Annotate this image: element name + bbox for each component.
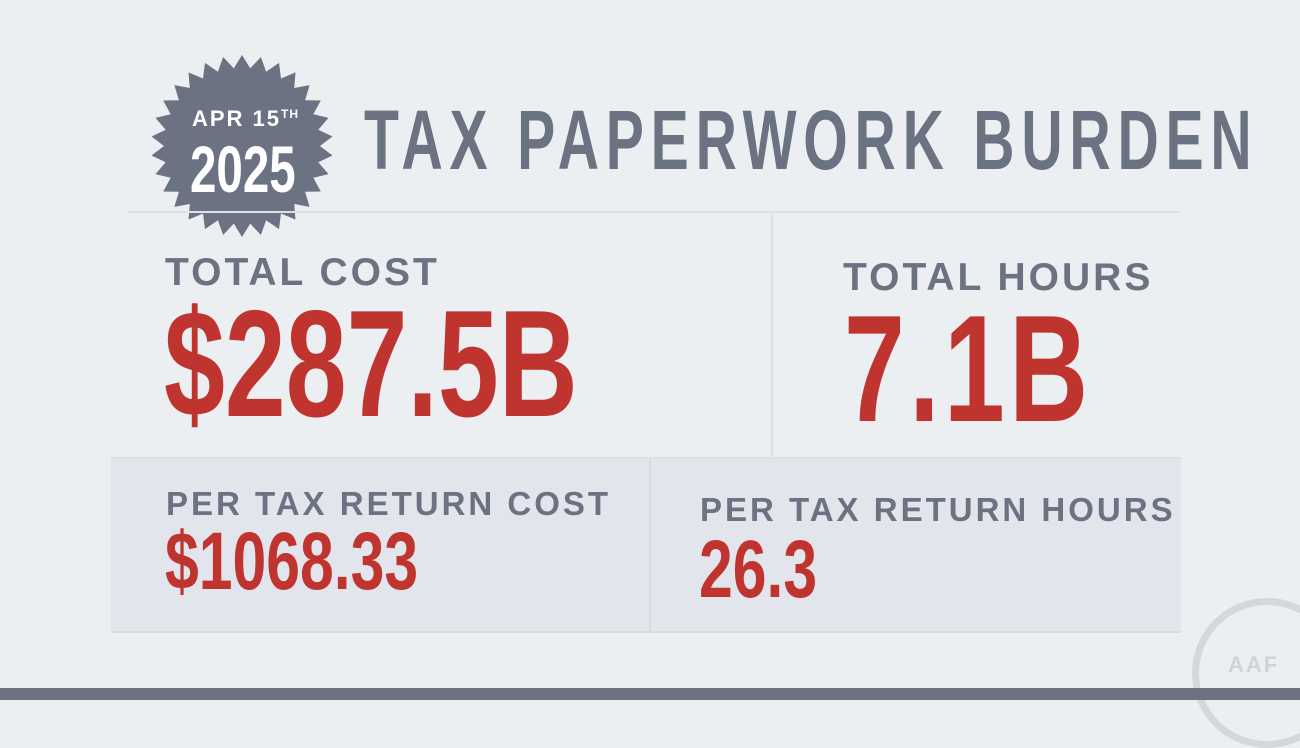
total-hours-value: 7.1B [844, 284, 1093, 454]
per-return-panel [111, 457, 1181, 633]
per-return-cost-label: PER TAX RETURN COST [166, 485, 612, 522]
divider [128, 211, 1180, 213]
page-title: TAX PAPERWORK BURDEN [364, 93, 1259, 187]
footer-bar [0, 688, 1300, 700]
badge-date: APR 15TH [192, 106, 300, 131]
date-badge [151, 55, 333, 237]
per-return-cost-value: $1068.33 [165, 516, 419, 607]
total-cost-label: TOTAL COST [165, 251, 440, 294]
total-hours-label: TOTAL HOURS [843, 256, 1154, 299]
divider [771, 212, 773, 457]
per-return-hours-value: 26.3 [699, 524, 818, 615]
total-cost-value: $287.5B [164, 279, 578, 449]
divider [649, 459, 651, 631]
logo: AAF [1228, 652, 1280, 677]
per-return-hours-label: PER TAX RETURN HOURS [700, 491, 1176, 528]
badge-year: 2025 [190, 132, 296, 206]
